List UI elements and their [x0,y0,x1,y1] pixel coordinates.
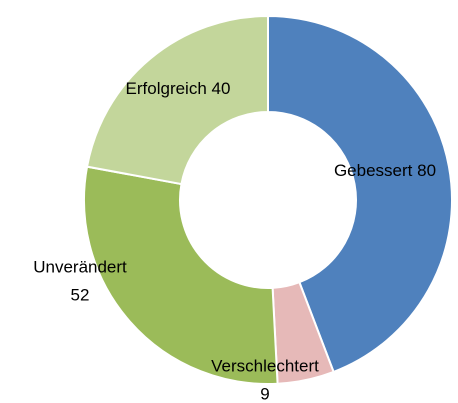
donut-slice [83,165,279,385]
label-category: Erfolgreich 40 [126,79,231,98]
donut-slice [267,14,453,374]
label-value: 9 [260,384,269,403]
label-value: 52 [71,285,90,304]
donut-slice [85,14,269,186]
label-category: Gebessert 80 [334,161,436,180]
data-label: Unverändert 52 [33,257,127,304]
data-label: Verschlechtert 9 [211,356,319,403]
label-value: 80 [417,161,436,180]
label-category: Erfolgreich [126,79,207,98]
label-category: Gebessert [334,161,413,180]
data-label: Gebessert 80 [334,161,436,180]
data-label: Erfolgreich 40 [126,79,231,98]
label-value: 40 [212,79,231,98]
label-category: Unverändert [33,257,127,276]
label-category: Verschlechtert [211,356,319,375]
